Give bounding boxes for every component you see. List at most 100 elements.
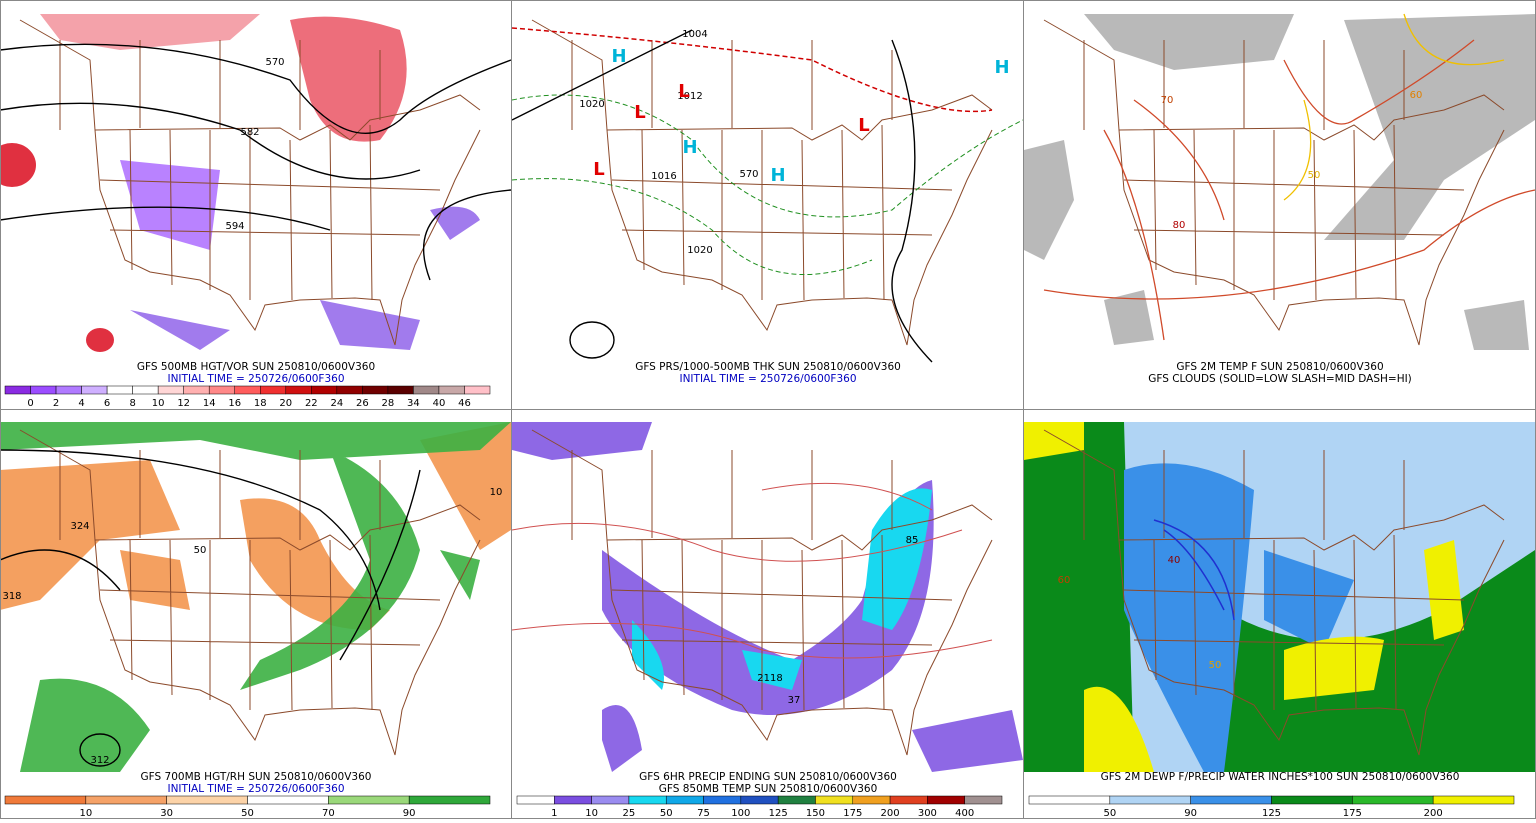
moisture-area — [1024, 422, 1464, 772]
panel-pressure — [511, 14, 1024, 363]
dewpoint-contour — [1153, 519, 1235, 621]
map-area — [512, 422, 1023, 772]
colorbar-swatch — [362, 385, 389, 395]
colorbar-label: 24 — [330, 398, 343, 409]
colorbar-label: 6 — [104, 398, 110, 409]
colorbar-swatch — [4, 385, 31, 395]
colorbar-swatch — [30, 385, 57, 395]
map-label: 40 — [1168, 555, 1181, 566]
colorbar-swatch — [106, 385, 133, 395]
precip-area — [512, 422, 1023, 772]
map-label: H — [611, 46, 626, 67]
panel-caption: GFS 2M DEWP F/PRECIP WATER INCHES*100 SU… — [1101, 771, 1460, 783]
colorbar-label: 22 — [305, 398, 318, 409]
colorbar-label: 10 — [79, 808, 92, 819]
colorbar-label: 14 — [203, 398, 216, 409]
colorbar-label: 34 — [407, 398, 420, 409]
colorbar-label: 0 — [27, 398, 33, 409]
colorbar-swatch — [591, 795, 630, 805]
colorbar-swatch — [157, 385, 184, 395]
map-label: H — [682, 137, 697, 158]
colorbar-swatch — [1190, 795, 1272, 805]
panel-caption: GFS 6HR PRECIP ENDING SUN 250810/0600V36… — [639, 771, 897, 783]
colorbar-label: 70 — [322, 808, 335, 819]
colorbar-swatch — [889, 795, 928, 805]
panel-precip — [511, 422, 1023, 772]
colorbar-swatch — [852, 795, 891, 805]
panel-500mb — [0, 14, 512, 362]
colorbar-label: 50 — [241, 808, 254, 819]
colorbar-label: 10 — [152, 398, 165, 409]
colorbar-label: 90 — [403, 808, 416, 819]
colorbar-swatch — [1028, 795, 1111, 805]
panel-caption: GFS 500MB HGT/VOR SUN 250810/0600V360 — [137, 361, 375, 373]
vorticity-area — [86, 328, 114, 352]
colorbar-swatch — [55, 385, 82, 395]
colorbar-label: 12 — [177, 398, 190, 409]
precip-area — [632, 488, 932, 690]
map-label: L — [858, 115, 869, 136]
map-label: 1004 — [682, 29, 707, 40]
colorbar-swatch — [247, 795, 329, 805]
colorbar-swatch — [1271, 795, 1353, 805]
panel-caption: GFS 850MB TEMP SUN 250810/0600V360 — [659, 783, 878, 795]
colorbar-swatch — [1109, 795, 1191, 805]
colorbar-swatch — [81, 385, 108, 395]
colorbar-swatch — [208, 385, 235, 395]
colorbar-swatch — [665, 795, 704, 805]
panel-700mb — [0, 422, 511, 772]
colorbar-label: 90 — [1184, 808, 1197, 819]
thickness-contour — [511, 27, 993, 113]
colorbar-swatch — [438, 385, 465, 395]
colorbar-label: 125 — [1262, 808, 1281, 819]
colorbar-swatch — [464, 385, 491, 395]
height-contour — [0, 449, 421, 767]
vorticity-area — [290, 16, 407, 142]
colorbar-swatch — [336, 385, 363, 395]
moisture-area — [1124, 463, 1354, 772]
map-label: H — [770, 165, 785, 186]
thickness-contour — [511, 94, 1024, 276]
colorbar-swatch — [554, 795, 592, 805]
colorbar-swatch — [815, 795, 854, 805]
map-label: 85 — [906, 535, 919, 546]
colorbar-label: 30 — [160, 808, 173, 819]
colorbar-swatch — [628, 795, 667, 805]
moisture-area — [1024, 422, 1535, 772]
panel-caption: GFS 2M TEMP F SUN 250810/0600V360 — [1176, 361, 1383, 373]
pressure-contour — [511, 29, 933, 363]
colorbar-label: 40 — [433, 398, 446, 409]
colorbar-swatch — [927, 795, 965, 805]
map-label: H — [994, 57, 1009, 78]
colorbar-swatch — [516, 795, 555, 805]
panel-caption: GFS PRS/1000-500MB THK SUN 250810/0600V3… — [635, 361, 901, 373]
map-label: 60 — [1410, 90, 1423, 101]
colorbar-swatch — [166, 795, 248, 805]
colorbar-label: 50 — [660, 808, 673, 819]
colorbar-swatch — [387, 385, 414, 395]
map-label: 50 — [1209, 660, 1222, 671]
panel-caption: INITIAL TIME = 250726/0600F360 — [679, 373, 856, 385]
colorbar-label: 18 — [254, 398, 267, 409]
map-label: 570 — [739, 169, 758, 180]
colorbar-swatch — [777, 795, 816, 805]
colorbar-label: 400 — [955, 808, 974, 819]
colorbar-swatch — [132, 385, 159, 395]
dry-area — [0, 422, 511, 630]
colorbar-label: 26 — [356, 398, 369, 409]
colorbar-label: 1 — [551, 808, 557, 819]
colorbar-swatch — [1432, 795, 1515, 805]
colorbar-swatch — [285, 385, 312, 395]
colorbar-swatch — [4, 795, 87, 805]
map-label: 1020 — [579, 99, 604, 110]
panel-caption: INITIAL TIME = 250726/0600F360 — [167, 373, 344, 385]
map-area — [512, 14, 1023, 362]
map-label: 50 — [1308, 170, 1321, 181]
colorbar-label: 125 — [769, 808, 788, 819]
panel-dewpoint — [1024, 422, 1535, 772]
temp-contour — [1283, 13, 1505, 201]
height-contour — [0, 43, 512, 281]
colorbar-label: 4 — [78, 398, 84, 409]
colorbar-swatch — [234, 385, 261, 395]
